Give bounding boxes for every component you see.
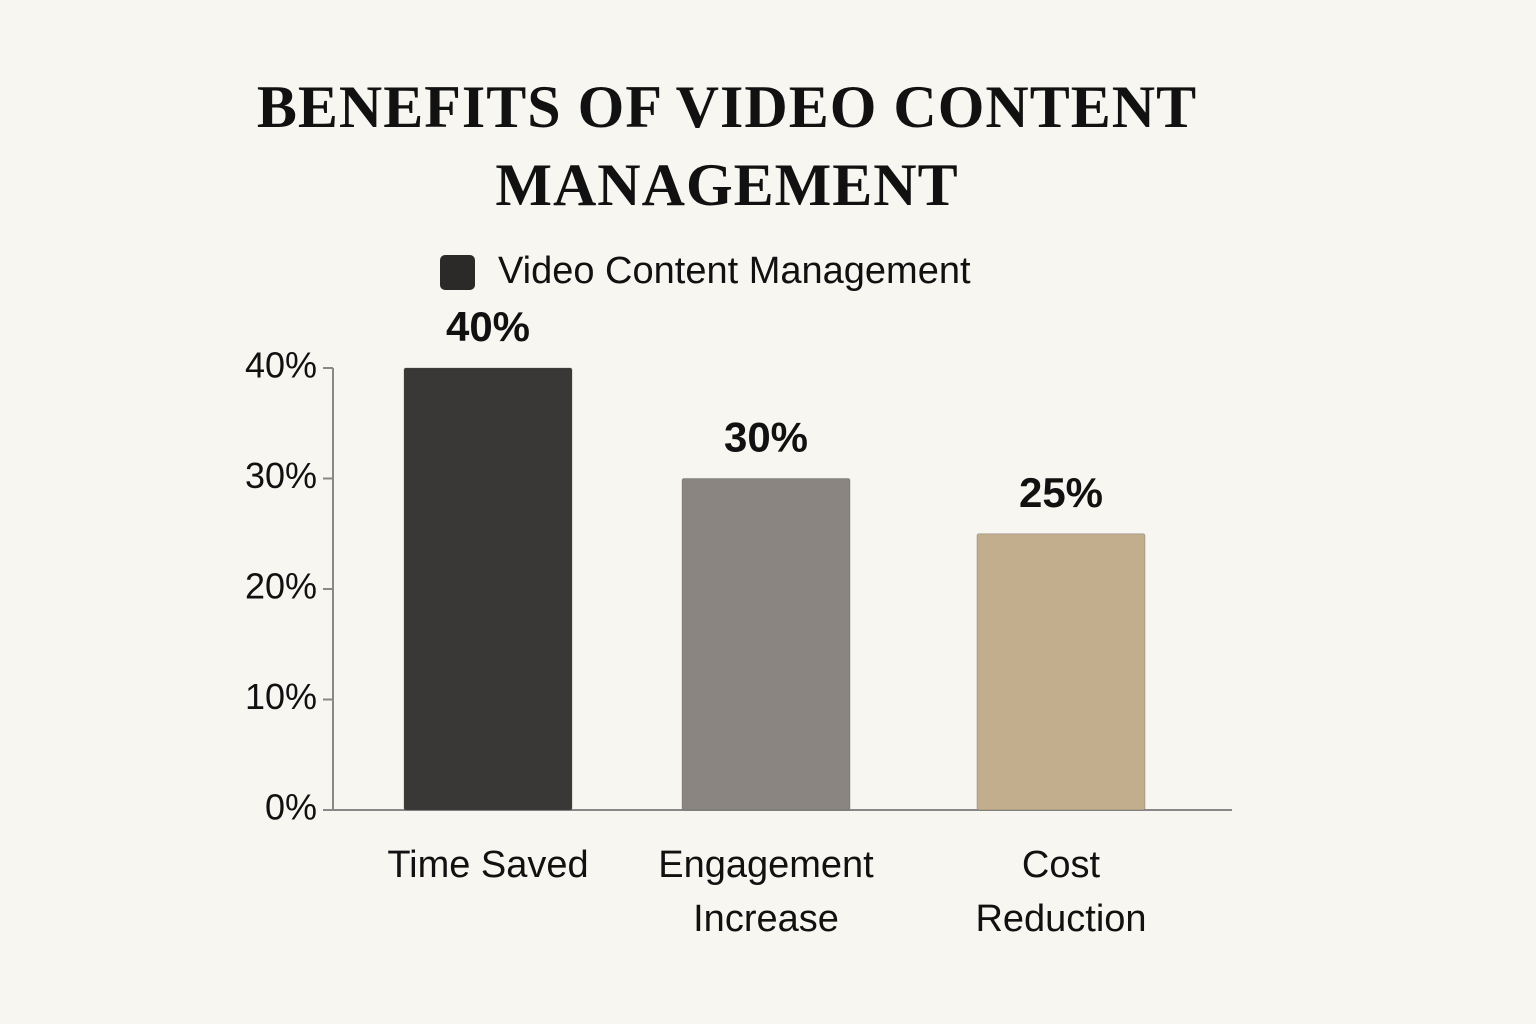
x-tick-label: Time Saved	[387, 844, 589, 886]
y-tick-label: 0%	[265, 787, 317, 828]
value-label: 30%	[724, 414, 808, 461]
y-tick-label: 40%	[245, 345, 317, 386]
legend-label: Video Content Management	[498, 250, 971, 292]
legend-swatch	[440, 255, 475, 290]
bar	[976, 533, 1146, 811]
y-tick-label: 30%	[245, 455, 317, 496]
x-tick-label: Cost Reduction	[975, 844, 1147, 940]
value-label: 40%	[446, 303, 530, 350]
y-tick-label: 10%	[245, 676, 317, 717]
bar	[403, 367, 573, 811]
value-label: 25%	[1019, 469, 1103, 516]
y-tick-label: 20%	[245, 566, 317, 607]
bar	[681, 478, 851, 811]
x-tick-label: Engagement Increase	[658, 844, 874, 940]
chart-title: BENEFITS OF VIDEO CONTENT MANAGEMENT	[256, 74, 1198, 218]
